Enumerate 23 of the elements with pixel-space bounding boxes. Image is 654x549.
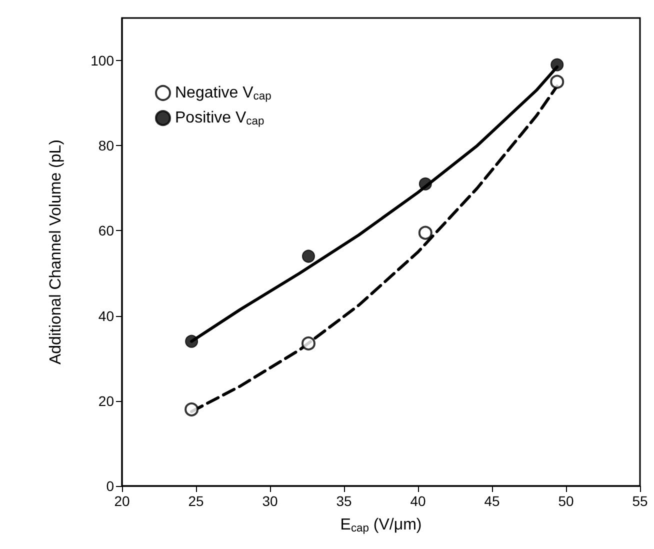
point [185, 334, 198, 348]
y-axis-title: Additional Channel Volume (pL) [48, 139, 64, 365]
point [550, 74, 564, 89]
x-tick-label: 45 [484, 493, 500, 509]
point [302, 250, 315, 263]
x-tick-label: 20 [114, 493, 130, 509]
x-tick-label: 25 [188, 493, 204, 509]
y-tick-label: 40 [98, 308, 114, 324]
point [184, 402, 199, 416]
y-tick-label: 80 [98, 138, 114, 154]
y-tick-label: 20 [98, 392, 114, 409]
point [418, 177, 432, 190]
point [418, 226, 432, 240]
point [550, 58, 564, 72]
x-tick-label: 40 [410, 493, 426, 509]
y-tick-label: 100 [90, 52, 114, 69]
y-tick-label: 60 [98, 222, 114, 239]
point [301, 336, 316, 350]
x-tick-label: 50 [558, 493, 574, 509]
x-tick-label: 55 [632, 493, 648, 509]
x-tick-label: 30 [262, 493, 278, 509]
x-tick-label: 35 [336, 493, 352, 509]
y-tick-label: 0 [106, 478, 114, 494]
